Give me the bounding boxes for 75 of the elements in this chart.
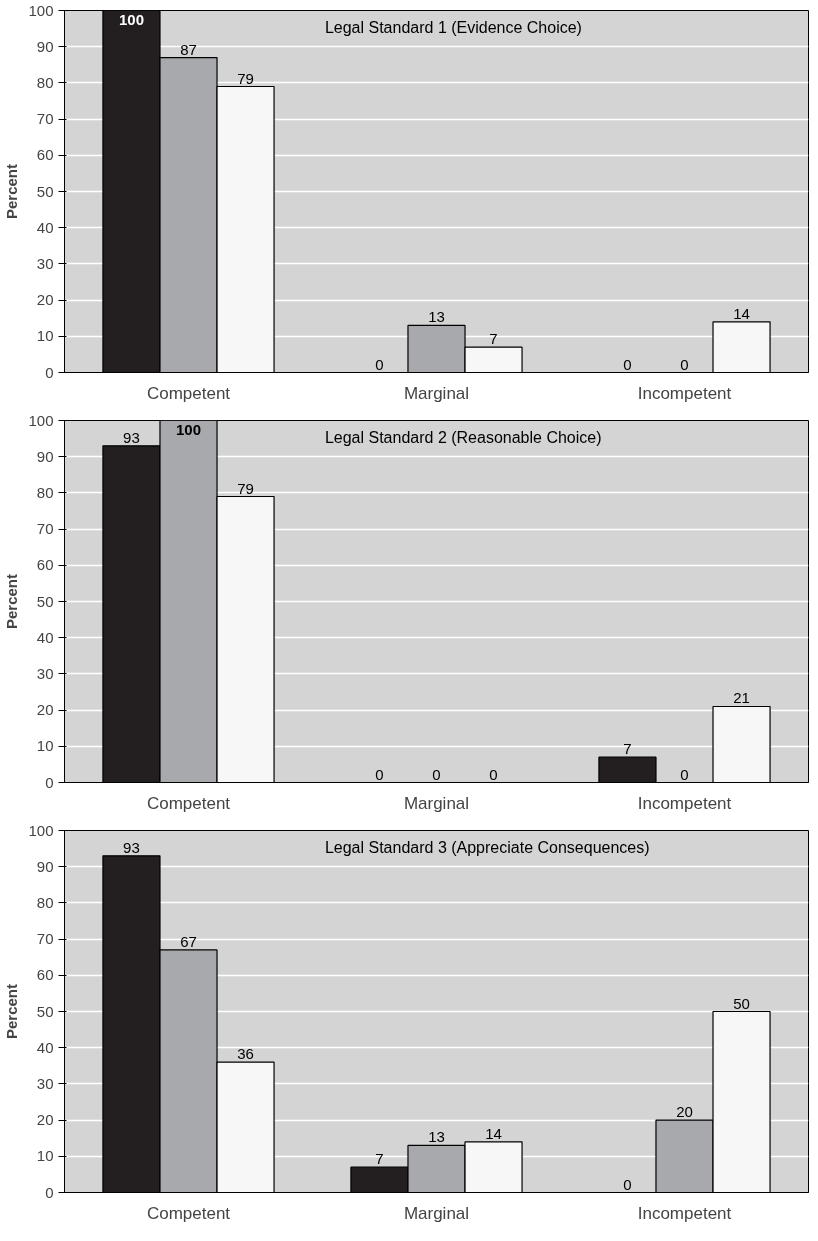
y-tick-label: 60 <box>36 966 54 984</box>
data-label: 7 <box>489 330 498 348</box>
y-tick-label: 20 <box>36 701 54 719</box>
data-label: 0 <box>375 765 384 783</box>
x-tick-label: Marginal <box>403 383 470 403</box>
y-tick-label: 60 <box>36 146 54 164</box>
data-label: 93 <box>123 428 140 446</box>
data-label: 79 <box>237 479 254 497</box>
y-tick-label: 70 <box>36 520 54 538</box>
x-tick-label: Incompetent <box>637 1203 732 1223</box>
y-tick-label: 30 <box>36 254 54 272</box>
y-tick-label: 60 <box>36 556 54 574</box>
data-label: 7 <box>623 740 632 758</box>
data-label: 7 <box>375 1150 384 1168</box>
data-label: 14 <box>485 1124 502 1142</box>
data-label: 14 <box>733 304 750 322</box>
y-axis-title: Percent <box>3 573 21 630</box>
text: Legal Standard 1 (Evidence Choice) <box>324 18 582 36</box>
x-tick-label: Competent <box>146 1203 231 1223</box>
data-label: 0 <box>680 765 689 783</box>
data-label: 93 <box>123 838 140 856</box>
y-axis-title: Percent <box>3 983 21 1040</box>
y-tick-label: 40 <box>36 1038 54 1056</box>
y-tick-label: 80 <box>36 893 54 911</box>
y-tick-label: 100 <box>28 411 54 429</box>
data-label: 0 <box>489 765 498 783</box>
data-label: 0 <box>432 765 441 783</box>
data-label: 87 <box>180 40 197 58</box>
y-tick-label: 50 <box>36 1002 54 1020</box>
data-label: 50 <box>733 994 750 1012</box>
y-tick-label: 100 <box>28 821 54 839</box>
data-label: 36 <box>237 1045 254 1063</box>
y-tick-label: 0 <box>45 1183 54 1201</box>
data-label: 100 <box>118 10 144 28</box>
y-tick-label: 70 <box>36 930 54 948</box>
data-label: 79 <box>237 69 254 87</box>
y-tick-label: 0 <box>45 773 54 791</box>
y-tick-label: 40 <box>36 218 54 236</box>
y-tick-label: 10 <box>36 737 54 755</box>
y-tick-label: 90 <box>36 37 54 55</box>
y-tick-label: 30 <box>36 664 54 682</box>
text: Legal Standard 3 (Appreciate Consequences) <box>324 838 650 856</box>
x-tick-label: Incompetent <box>637 383 732 403</box>
data-label: 0 <box>375 355 384 373</box>
y-tick-label: 10 <box>36 327 54 345</box>
y-tick-label: 40 <box>36 628 54 646</box>
y-tick-label: 50 <box>36 592 54 610</box>
data-label: 0 <box>623 355 632 373</box>
data-label: 13 <box>428 308 445 326</box>
data-label: 0 <box>680 355 689 373</box>
y-tick-label: 30 <box>36 1074 54 1092</box>
x-tick-label: Competent <box>146 383 231 403</box>
y-axis-title: Percent <box>3 163 21 220</box>
x-tick-label: Competent <box>146 793 231 813</box>
y-tick-label: 20 <box>36 1111 54 1129</box>
data-label: 21 <box>733 689 750 707</box>
y-tick-label: 20 <box>36 291 54 309</box>
y-tick-label: 80 <box>36 483 54 501</box>
data-label: 100 <box>175 420 202 438</box>
y-tick-label: 10 <box>36 1147 54 1165</box>
y-tick-label: 90 <box>36 857 54 875</box>
data-label: 67 <box>180 932 197 950</box>
y-tick-label: 50 <box>36 182 54 200</box>
y-tick-label: 90 <box>36 447 54 465</box>
y-tick-label: 0 <box>45 363 54 381</box>
y-tick-label: 80 <box>36 73 54 91</box>
text: Legal Standard 2 (Reasonable Choice) <box>324 428 602 446</box>
y-tick-label: 70 <box>36 110 54 128</box>
x-tick-label: Marginal <box>403 1203 470 1223</box>
data-label: 0 <box>623 1175 632 1193</box>
y-tick-label: 100 <box>28 1 54 19</box>
data-label: 20 <box>676 1103 693 1121</box>
data-label: 13 <box>428 1128 445 1146</box>
x-tick-label: Incompetent <box>637 793 732 813</box>
x-tick-label: Marginal <box>403 793 470 813</box>
